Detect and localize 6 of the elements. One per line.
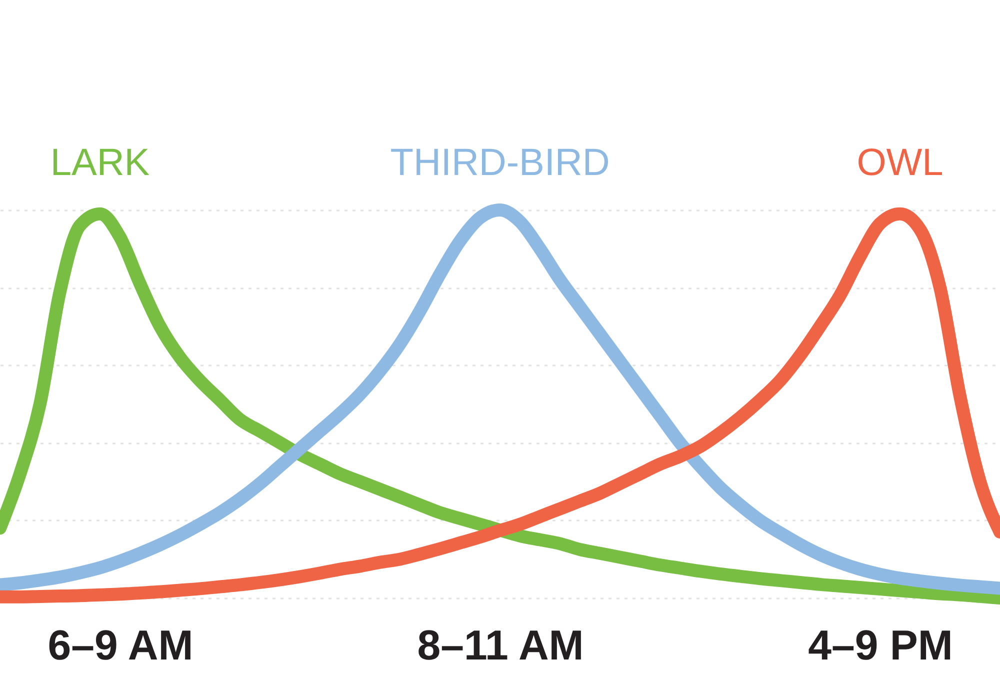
series-label: OWL xyxy=(856,142,944,184)
x-tick-label: 6–9 AM xyxy=(48,622,194,668)
series-label: LARK xyxy=(50,142,150,184)
x-tick-label: 8–11 AM xyxy=(417,622,584,668)
x-tick-label: 4–9 PM xyxy=(808,622,953,668)
series-label: THIRD-BIRD xyxy=(390,142,610,184)
